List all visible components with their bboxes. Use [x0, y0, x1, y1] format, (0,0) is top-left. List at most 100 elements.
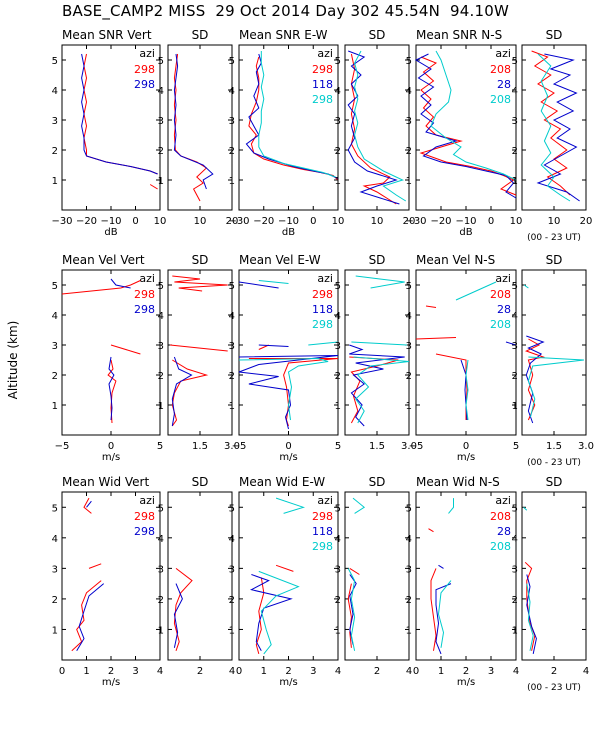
- snr-vert-ytick-label: 1: [52, 176, 58, 187]
- wid-ew-sd-frame: [344, 491, 410, 661]
- wid-vert-ytick-label: 3: [52, 564, 58, 575]
- snr-ew-sd-ytick-label: 4: [335, 86, 341, 97]
- vel-vert-legend-header: azi: [139, 272, 155, 285]
- wid-vert-sd-series-298-r: [173, 568, 193, 651]
- snr-vert-sd-xtick-label: 20: [226, 216, 239, 227]
- wid-ns-sd-xtick-label: 2: [551, 666, 557, 677]
- vel-ew-sd-ytick-label: 1: [335, 401, 341, 412]
- wid-vert-ytick-label: 1: [52, 625, 58, 636]
- wid-ew-ytick-label: 1: [229, 625, 235, 636]
- vel-ew-xtick-label: −5: [232, 441, 247, 452]
- snr-ew-xtick-label: 10: [332, 216, 345, 227]
- snr-ns-legend-entry: 208: [490, 63, 511, 76]
- vel-ns-ytick-label: 4: [406, 311, 412, 322]
- snr-ew-series-118-b: [245, 53, 339, 179]
- vel-vert-sd-series-298-r: [171, 359, 209, 427]
- snr-ns-ytick-label: 5: [406, 56, 412, 67]
- wid-ns-sd-ytick-label: 4: [512, 534, 518, 545]
- vel-vert-ytick-label: 5: [52, 281, 58, 292]
- wid-ns-legend-entry: 28: [497, 525, 511, 538]
- wid-ns-series-208-r: [428, 528, 434, 533]
- vel-ns-sd-series-208-c: [523, 284, 529, 289]
- snr-vert-sd-ytick-label: 3: [158, 116, 164, 127]
- wid-ew-sd-title: SD: [369, 475, 386, 489]
- wid-ns-legend-header: azi: [495, 494, 511, 507]
- snr-vert-sd-title: SD: [192, 28, 209, 42]
- wid-ns-ytick-label: 1: [406, 625, 412, 636]
- wid-vert-xtick-label: 2: [108, 666, 114, 677]
- wid-ew-xtick-label: 0: [236, 666, 242, 677]
- vel-ew-ytick-label: 1: [229, 401, 235, 412]
- vel-vert-sd-ytick-label: 5: [158, 281, 164, 292]
- vel-vert-sd-ytick-label: 3: [158, 341, 164, 352]
- vel-ew-sd-series-298-c: [351, 341, 407, 346]
- snr-ns-sd-title: SD: [546, 28, 563, 42]
- wid-ew-xtick-label: 2: [285, 666, 291, 677]
- snr-ew-series-298-c: [258, 51, 336, 178]
- wid-vert-sd-ytick-label: 5: [158, 503, 164, 514]
- snr-vert-xlabel: dB: [104, 227, 117, 238]
- wid-ew-legend-entry: 118: [312, 525, 333, 538]
- snr-vert-xtick-label: −30: [51, 216, 72, 227]
- snr-ew-sd-xtick-label: 20: [403, 216, 416, 227]
- vel-ew-ytick-label: 3: [229, 341, 235, 352]
- y-axis-label: Altitude (km): [6, 321, 20, 400]
- wid-vert-ytick-label: 2: [52, 595, 58, 606]
- vel-vert-series-298-b: [108, 356, 115, 421]
- snr-ns-legend-entry: 208: [490, 93, 511, 106]
- snr-ew-xtick-label: 0: [310, 216, 316, 227]
- wid-ns-ytick-label: 4: [406, 534, 412, 545]
- vel-vert-sd-ytick-label: 2: [158, 371, 164, 382]
- wid-ew-sd-xtick-label: 4: [406, 666, 412, 677]
- wid-ew-sd-ytick-label: 5: [335, 503, 341, 514]
- wid-ns-series-208-r: [430, 568, 437, 651]
- snr-ns-xtick-label: −20: [430, 216, 451, 227]
- wid-vert-sd-xtick-label: 2: [197, 666, 203, 677]
- snr-vert-sd-series-298-b: [173, 53, 214, 190]
- vel-ew-sd-ytick-label: 2: [335, 371, 341, 382]
- vel-vert-ytick-label: 1: [52, 401, 58, 412]
- wid-vert-xtick-label: 1: [83, 666, 89, 677]
- vel-vert-ytick-label: 3: [52, 341, 58, 352]
- wid-ns-xtick-label: 3: [488, 666, 494, 677]
- time-range-note: (00 - 23 UT): [527, 683, 581, 693]
- wid-ew-sd-ytick-label: 1: [335, 625, 341, 636]
- snr-ns-sd-ytick-label: 3: [512, 116, 518, 127]
- vel-ns-sd-series-208-c: [527, 356, 584, 418]
- vel-vert-sd-frame: [167, 269, 233, 436]
- snr-vert-legend-entry: 298: [134, 63, 155, 76]
- wid-ew-xlabel: m/s: [279, 677, 297, 688]
- vel-ns-legend-entry: 208: [490, 288, 511, 301]
- wid-ns-sd-xtick-label: 4: [583, 666, 589, 677]
- vel-ns-ytick-label: 5: [406, 281, 412, 292]
- snr-ew-ytick-label: 5: [229, 56, 235, 67]
- vel-ns-series-208-c: [465, 359, 469, 421]
- snr-ns-series-28-b: [414, 53, 517, 199]
- wid-vert-xtick-label: 4: [157, 666, 163, 677]
- vel-ew-series-298-r: [248, 358, 339, 427]
- vel-ew-xtick-label: 0: [285, 441, 291, 452]
- vel-ns-sd-xtick-label: 3.0: [578, 441, 594, 452]
- vel-vert-series-298-r: [110, 344, 141, 355]
- snr-vert-sd-ytick-label: 4: [158, 86, 164, 97]
- vel-vert-sd-xtick-label: 1.5: [192, 441, 208, 452]
- vel-ew-legend-entry: 298: [312, 318, 333, 331]
- vel-ew-legend-entry: 298: [312, 288, 333, 301]
- vel-vert-sd-ytick-label: 1: [158, 401, 164, 412]
- snr-ns-sd-series-28-b: [536, 53, 580, 202]
- snr-ew-sd-series-298-r: [350, 53, 397, 205]
- wid-vert-legend-entry: 298: [134, 525, 155, 538]
- wid-vert-sd-xtick-label: 4: [229, 666, 235, 677]
- vel-vert-ytick-label: 4: [52, 311, 58, 322]
- vel-vert-ytick-label: 2: [52, 371, 58, 382]
- vel-ew-legend-entry: 118: [312, 303, 333, 316]
- snr-vert-sd-ytick-label: 1: [158, 176, 164, 187]
- wid-ew-sd-series-298-r: [349, 567, 360, 575]
- wid-ew-legend-entry: 298: [312, 510, 333, 523]
- vel-ns-series-208-r: [415, 337, 457, 340]
- vel-ns-sd-ytick-label: 3: [512, 341, 518, 352]
- vel-ew-sd-title: SD: [369, 253, 386, 267]
- wid-ns-sd-ytick-label: 3: [512, 564, 518, 575]
- wid-vert-sd-ytick-label: 2: [158, 595, 164, 606]
